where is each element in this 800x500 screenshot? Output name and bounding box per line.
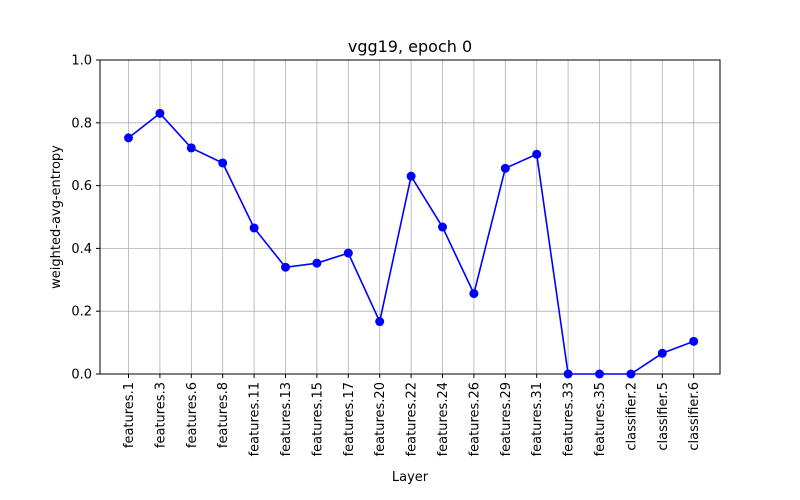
- data-point: [595, 369, 604, 379]
- y-axis: 0.0 0.2 0.4 0.6 0.8 1.0: [71, 54, 100, 383]
- data-point: [438, 222, 447, 232]
- x-tick-label: features.13: [279, 382, 294, 456]
- x-tick-label: features.35: [593, 382, 608, 456]
- x-tick-label: classifier.6: [687, 382, 702, 451]
- x-tick-label: features.3: [153, 382, 168, 448]
- data-point: [406, 171, 416, 181]
- x-tick-label: features.26: [467, 382, 482, 456]
- x-tick-label: features.1: [122, 382, 137, 448]
- data-point: [186, 143, 196, 153]
- data-point: [218, 158, 228, 168]
- x-tick-label: features.11: [248, 382, 263, 456]
- plot-background: [100, 60, 720, 374]
- data-point: [689, 336, 699, 346]
- x-tick-label: classifier.2: [624, 382, 639, 451]
- x-tick-label: features.29: [499, 382, 514, 456]
- y-tick-label: 0.0: [71, 368, 92, 383]
- y-tick-label: 0.2: [71, 305, 92, 320]
- data-point: [469, 289, 479, 299]
- x-tick-label: features.6: [185, 382, 200, 448]
- data-point: [657, 348, 667, 358]
- data-point: [532, 149, 542, 159]
- series-points: [124, 108, 699, 379]
- x-tick-label: features.33: [562, 382, 577, 456]
- x-axis-label: Layer: [392, 470, 429, 485]
- plot-frame: [99, 59, 721, 375]
- data-point: [563, 369, 573, 379]
- x-tick-label: features.31: [530, 382, 545, 456]
- x-axis: features.1 features.3 features.6 features.8…: [122, 374, 702, 456]
- x-tick-label: classifier.5: [656, 382, 671, 451]
- data-point: [626, 369, 636, 379]
- x-tick-label: features.20: [373, 382, 388, 456]
- y-tick-label: 0.8: [71, 116, 92, 131]
- x-tick-label: features.15: [310, 382, 325, 456]
- x-tick-label: features.8: [216, 382, 231, 448]
- y-tick-label: 0.4: [71, 242, 92, 257]
- data-point: [155, 108, 165, 118]
- data-point: [343, 248, 353, 258]
- data-point: [312, 258, 322, 268]
- data-point: [281, 262, 290, 272]
- data-point: [375, 317, 385, 327]
- y-axis-label: weighted-avg-entropy: [49, 145, 64, 289]
- data-point: [500, 163, 510, 173]
- data-point: [249, 223, 259, 233]
- y-tick-label: 0.6: [71, 179, 92, 194]
- y-tick-label: 1.0: [71, 54, 92, 69]
- x-tick-label: features.17: [342, 382, 357, 456]
- x-tick-label: features.24: [436, 382, 451, 456]
- chart-title: vgg19, epoch 0: [348, 37, 472, 56]
- data-point: [124, 133, 133, 143]
- x-tick-label: features.22: [405, 382, 420, 456]
